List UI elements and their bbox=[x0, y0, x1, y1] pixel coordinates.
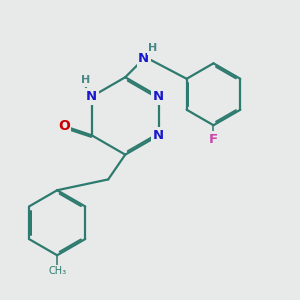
Text: H: H bbox=[81, 76, 90, 85]
Text: CH₃: CH₃ bbox=[48, 266, 66, 276]
Text: O: O bbox=[58, 119, 70, 133]
Text: N: N bbox=[86, 90, 97, 103]
Text: H: H bbox=[148, 44, 158, 53]
Text: F: F bbox=[209, 133, 218, 146]
Text: N: N bbox=[138, 52, 149, 65]
Text: N: N bbox=[153, 90, 164, 103]
Text: N: N bbox=[153, 129, 164, 142]
